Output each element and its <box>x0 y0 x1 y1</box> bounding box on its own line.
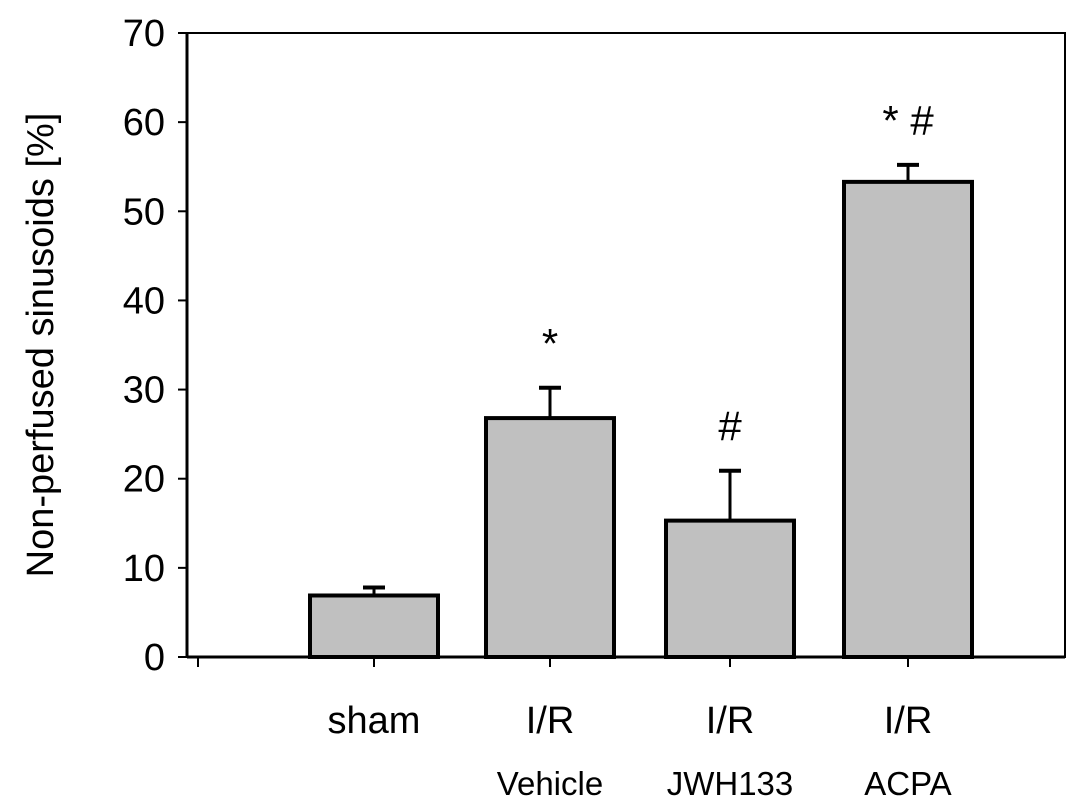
bar <box>664 518 796 660</box>
y-tick-label: 50 <box>123 191 165 233</box>
x-subcategory-label: ACPA <box>864 765 951 802</box>
x-subcategory-label: JWH133 <box>667 765 794 802</box>
x-category-label: sham <box>328 700 421 742</box>
y-axis-label: Non-perfused sinusoids [%] <box>20 113 62 578</box>
bar <box>842 179 974 660</box>
x-category-label: I/R <box>706 700 755 742</box>
significance-marker: * <box>542 320 558 367</box>
x-category-label: I/R <box>884 700 933 742</box>
y-tick-label: 70 <box>123 13 165 55</box>
significance-marker: * # <box>882 97 934 144</box>
y-tick-label: 20 <box>123 459 165 501</box>
y-tick-label: 40 <box>123 280 165 322</box>
x-subcategory-label: Vehicle <box>497 765 603 802</box>
y-tick-label: 30 <box>123 370 165 412</box>
x-category-label: I/R <box>526 700 575 742</box>
bar <box>308 593 440 660</box>
significance-marker: # <box>718 403 742 450</box>
y-tick-label: 10 <box>123 548 165 590</box>
bar <box>484 416 616 659</box>
y-tick-label: 60 <box>123 102 165 144</box>
y-tick-label: 0 <box>144 637 165 679</box>
